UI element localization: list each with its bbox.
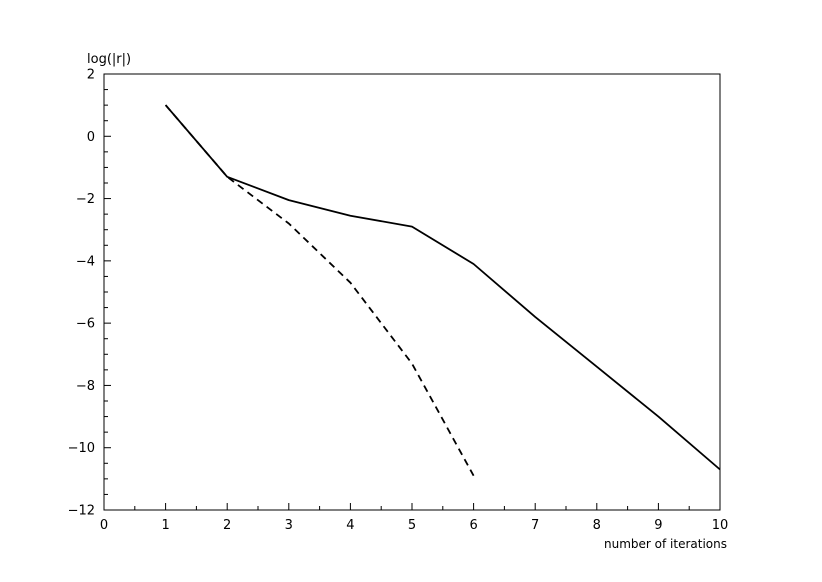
x-tick-label: 4 <box>346 518 354 533</box>
y-tick-label: −2 <box>76 192 95 207</box>
y-tick-label: 2 <box>87 68 95 83</box>
y-axis-label: log(|r|) <box>87 52 131 67</box>
x-tick-label: 7 <box>531 518 539 533</box>
x-tick-label: 2 <box>223 518 231 533</box>
dashed-series-line <box>164 104 475 477</box>
x-tick-label: 5 <box>408 518 416 533</box>
axis-ticks <box>103 73 721 511</box>
y-tick-label: −10 <box>68 441 95 456</box>
x-tick-label: 1 <box>161 518 169 533</box>
y-tick-label: −8 <box>76 379 95 394</box>
y-tick-label: −12 <box>68 504 95 519</box>
x-tick-label: 6 <box>469 518 477 533</box>
y-tick-label: −6 <box>76 317 95 332</box>
x-tick-label: 10 <box>712 518 729 533</box>
x-axis-label: number of iterations <box>604 537 727 551</box>
solid-series-line <box>164 104 721 471</box>
x-tick-label: 9 <box>654 518 662 533</box>
x-tick-label: 0 <box>100 518 108 533</box>
series-group <box>164 104 721 477</box>
y-tick-label: −4 <box>76 254 95 269</box>
x-tick-label: 3 <box>285 518 293 533</box>
x-tick-label: 8 <box>593 518 601 533</box>
tick-labels: 0 1 2 3 4 5 6 7 8 9 10 2 0 −2 −4 −6 −8 −10 −12 <box>68 68 729 534</box>
y-tick-label: 0 <box>87 130 95 145</box>
plot-frame <box>103 73 721 511</box>
